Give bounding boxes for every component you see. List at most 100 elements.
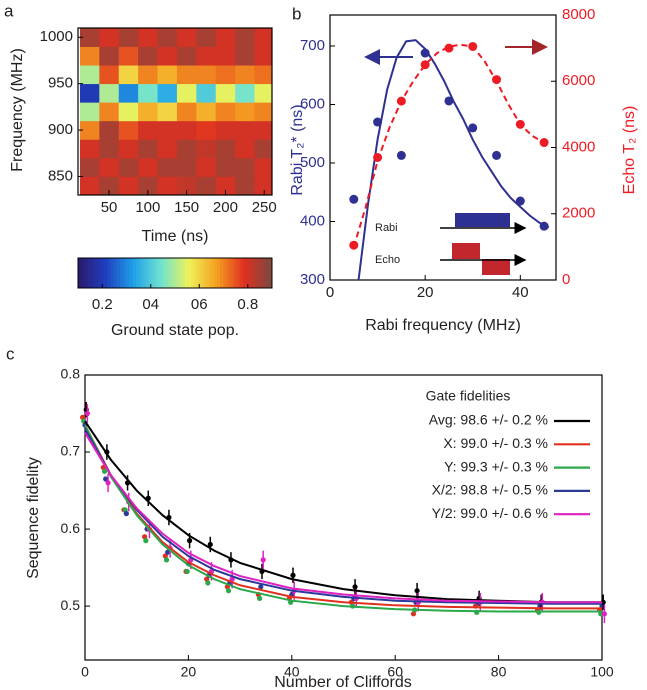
colorbar-segment	[213, 258, 218, 288]
colorbar-segment	[158, 258, 163, 288]
heatmap-cell	[79, 102, 100, 122]
heatmap-cell	[254, 46, 273, 66]
data-point	[207, 541, 213, 548]
colorbar-segment	[259, 258, 263, 288]
heatmap-cell	[196, 102, 217, 122]
data-point	[143, 538, 149, 544]
heatmap-cell	[215, 139, 236, 159]
legend-label: Avg: 98.6 +/- 0.2 %	[429, 412, 548, 428]
heatmap-cell	[157, 28, 178, 47]
colorbar-segment	[87, 258, 92, 288]
heatmap-cell	[176, 83, 197, 103]
colorbar-frame	[77, 257, 273, 289]
heatmap-cell	[235, 120, 255, 140]
colorbar-segment	[217, 258, 221, 288]
heatmap-cell	[215, 176, 236, 196]
colorbar-segment	[100, 258, 105, 288]
heatmap-cell	[196, 120, 217, 140]
y-tick-label: 950	[48, 75, 73, 92]
inset-label: Echo	[375, 254, 400, 266]
colorbar-segment	[126, 258, 131, 288]
colorbar-segment	[187, 258, 192, 288]
data-point	[187, 538, 193, 544]
colorbar-segment	[262, 258, 267, 288]
heatmap-cell	[176, 139, 197, 159]
heatmap-cell	[235, 176, 255, 196]
colorbar-tick-label: 04	[142, 296, 159, 313]
heatmap-cell	[118, 65, 139, 85]
data-point	[352, 584, 358, 590]
colorbar-segment	[265, 258, 270, 288]
data-point	[414, 588, 420, 594]
heatmap-cell	[215, 65, 236, 85]
fit-line	[84, 424, 602, 610]
heatmap-cell	[157, 65, 178, 85]
colorbar-segment	[110, 258, 115, 288]
heatmap-cell	[235, 28, 255, 47]
colorbar-segment	[81, 258, 85, 288]
colorbar-segment	[191, 258, 195, 288]
colorbar-segment	[129, 258, 134, 288]
pulse	[482, 259, 510, 275]
heatmap-cell	[138, 157, 158, 177]
heatmap-cell	[118, 139, 139, 159]
colorbar-tick-label: 0.2	[92, 296, 113, 313]
heatmap-cell	[196, 157, 217, 177]
heatmap-cell	[215, 102, 236, 122]
colorbar-segment	[249, 258, 254, 288]
heatmap-cell	[196, 83, 217, 103]
heatmap-cell	[79, 83, 100, 103]
heatmap-cell	[99, 65, 120, 85]
data-point	[163, 557, 170, 563]
inset-label: Rabi	[375, 222, 398, 234]
colorbar-segment	[139, 258, 144, 288]
heatmap-cell	[176, 65, 197, 85]
y-tick-label: 600	[300, 95, 325, 112]
colorbar-segment	[239, 258, 244, 288]
heatmap-cell	[157, 120, 178, 140]
pulse	[455, 213, 510, 227]
y-axis-label: Sequence fidelity	[25, 457, 42, 579]
y-tick-label: 0.8	[61, 366, 81, 382]
data-point	[205, 580, 211, 586]
heatmap-cell	[79, 157, 100, 177]
heatmap-cell	[196, 139, 217, 159]
colorbar-segment	[171, 258, 176, 288]
data-point	[101, 468, 108, 474]
x-tick-label: 100	[135, 199, 160, 216]
y-tick-label: 700	[300, 37, 325, 54]
colorbar-segment	[184, 258, 189, 288]
data-point	[492, 150, 502, 160]
fit-line	[84, 432, 602, 604]
colorbar-segment	[226, 258, 231, 288]
panel-label: a	[4, 1, 14, 20]
heatmap-cell	[99, 157, 120, 177]
data-point	[105, 480, 111, 486]
data-point	[349, 194, 359, 204]
heatmap-cell	[79, 139, 100, 159]
data-point	[601, 611, 608, 617]
heatmap-cell	[138, 83, 158, 103]
y-tick-label: 500	[300, 154, 325, 171]
colorbar-segment	[107, 258, 111, 288]
heatmap-cell	[215, 28, 236, 47]
data-point	[256, 595, 263, 601]
heatmap-cell	[138, 139, 158, 159]
heatmap-cell	[157, 102, 178, 122]
x-tick-label: 200	[213, 199, 238, 216]
legend-label: X: 99.0 +/- 0.3 %	[443, 435, 548, 451]
fit-line	[357, 39, 550, 281]
data-point	[225, 588, 232, 594]
colorbar-tick-label: 0.8	[237, 296, 258, 313]
data-point	[290, 572, 296, 578]
x-axis-label: Number of Cliffords	[274, 674, 412, 690]
heatmap-cell	[118, 28, 139, 47]
plot-frame	[84, 374, 603, 661]
colorbar-segment	[223, 258, 228, 288]
heatmap-cell	[254, 139, 273, 159]
data-point	[229, 576, 235, 582]
colorbar-segment	[246, 258, 250, 288]
data-point	[468, 123, 478, 133]
colorbar-segment	[200, 258, 205, 288]
colorbar-segment	[233, 258, 237, 288]
